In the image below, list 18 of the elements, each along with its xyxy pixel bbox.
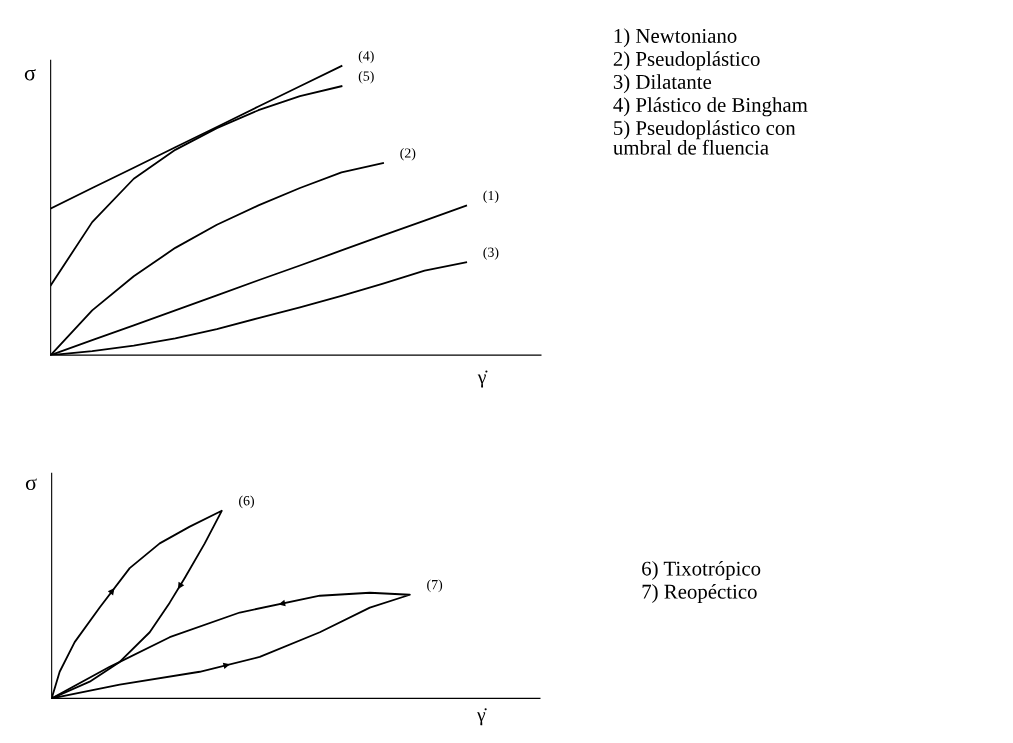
text: 1) Newtoniano [614, 28, 737, 48]
text: 7) Reopéctico [642, 584, 757, 603]
series-label: (1) [483, 190, 499, 204]
text: 3) Dilatante [613, 74, 712, 94]
text: γ̇ [477, 708, 487, 726]
text: 6) Tixotrópico [642, 560, 761, 580]
text: 4) Plástico de Bingham [613, 97, 808, 117]
series-label: (5) [358, 71, 374, 84]
text: (7) [427, 579, 443, 593]
x-axis-title: γ̇ [477, 370, 488, 388]
text: (6) [239, 495, 255, 509]
text: 5) Pseudoplástico con umbral de fluencia [613, 120, 796, 155]
series-label: (3) [483, 247, 499, 260]
text: 2) Pseudoplástico [613, 51, 760, 71]
y-axis-title: σ [24, 68, 36, 81]
series-label: (4) [358, 50, 374, 64]
text: σ [25, 478, 37, 491]
series-label: (2) [400, 147, 416, 161]
